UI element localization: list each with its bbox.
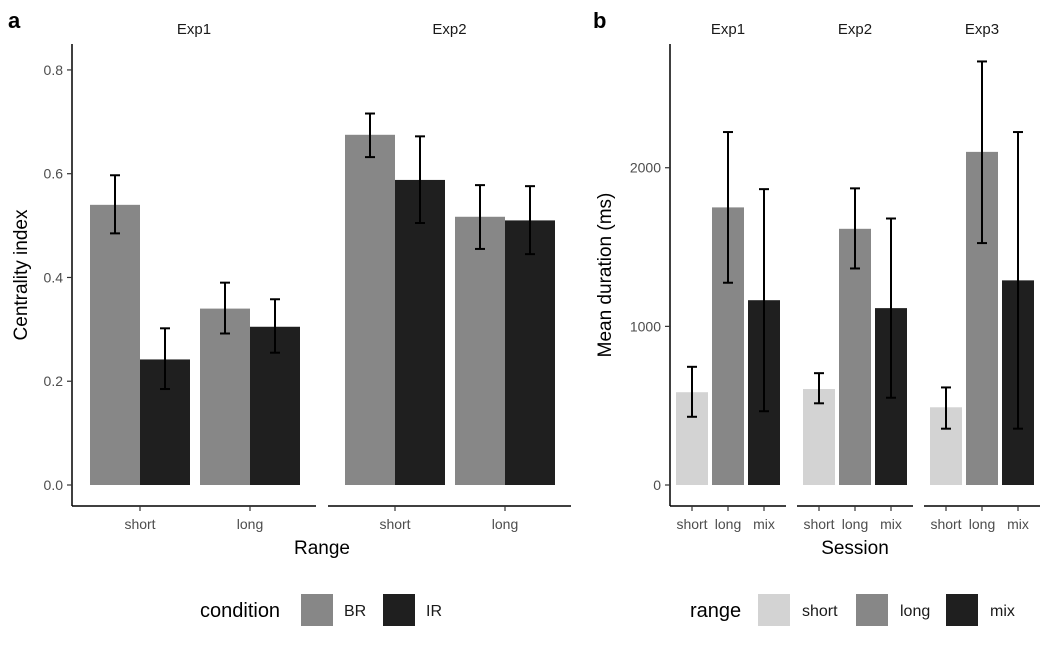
legend-label-IR: IR (426, 603, 442, 620)
y-tick-label-a: 0.0 (44, 477, 64, 493)
x-tick-label-a: long (492, 516, 518, 532)
bar-short (803, 389, 835, 485)
x-tick-label-b: mix (1007, 516, 1029, 532)
y-axis-title-a: Centrality index (11, 209, 32, 340)
error-bar-BR-short (110, 174, 120, 235)
y-tick-label-b: 1000 (630, 318, 661, 334)
error-bar-mix (759, 188, 769, 413)
legend-swatch-short (758, 594, 790, 626)
error-bar-short (814, 372, 824, 405)
facet-title: Exp1 (711, 21, 745, 38)
x-tick-label-b: mix (753, 516, 775, 532)
error-bar-long (977, 60, 987, 245)
x-tick-label-b: short (676, 516, 707, 532)
y-tick-label-b: 0 (653, 477, 661, 493)
error-bar-IR-long (525, 185, 535, 256)
error-bar-IR-long (270, 298, 280, 354)
bar-BR-short (345, 134, 395, 485)
bar-BR-long (200, 308, 250, 485)
legend-swatch-IR (383, 594, 415, 626)
panel-b: b 0 1000 2000 Mean duration (ms) Exp1 short lon… (593, 8, 1040, 626)
legend-label-BR: BR (344, 603, 366, 620)
x-axis-title-b: Session (821, 538, 889, 559)
facet-a-Exp2: Exp2 short long (328, 21, 571, 532)
y-tick-label-a: 0.4 (44, 269, 64, 285)
legend-swatch-BR (301, 594, 333, 626)
bar-long (839, 228, 871, 485)
error-bar-short (687, 365, 697, 418)
y-tick-label-a: 0.6 (44, 166, 64, 182)
x-tick-label-b: long (969, 516, 995, 532)
y-axis-title-b: Mean duration (ms) (595, 193, 616, 358)
x-tick-label-a: short (379, 516, 410, 532)
legend-title-b: range (690, 600, 741, 622)
y-tick-label-b: 2000 (630, 160, 661, 176)
facet-b-Exp1: Exp1 short long mix (670, 21, 786, 532)
facet-title: Exp2 (432, 21, 466, 38)
x-tick-label-b: mix (880, 516, 902, 532)
error-bar-IR-short (415, 135, 425, 224)
legend-swatch-mix (946, 594, 978, 626)
x-axis-title-a: Range (294, 538, 350, 559)
x-tick-label-b: long (842, 516, 868, 532)
legend-a: condition BR IR (200, 594, 442, 626)
error-bar-short (941, 386, 951, 430)
bar-BR-short (90, 204, 140, 485)
x-tick-label-a: short (124, 516, 155, 532)
panel-a: a 0.0 0.2 0.4 0.6 0.8 Centrality index Exp1 shor… (8, 8, 571, 626)
error-bar-long (723, 131, 733, 284)
legend-title-a: condition (200, 600, 280, 622)
legend-label-long: long (900, 603, 930, 620)
facet-b-Exp3: Exp3 short long mix (924, 21, 1040, 532)
error-bar-IR-short (160, 327, 170, 391)
error-bar-long (850, 187, 860, 270)
facet-title: Exp2 (838, 21, 872, 38)
error-bar-mix (1013, 131, 1023, 430)
facet-b-Exp2: Exp2 short long mix (797, 21, 913, 532)
panel-label-b: b (593, 8, 606, 33)
x-tick-label-a: long (237, 516, 263, 532)
facet-title: Exp1 (177, 21, 211, 38)
y-tick-label-a: 0.2 (44, 373, 64, 389)
bar-BR-long (455, 216, 505, 485)
x-tick-label-b: short (930, 516, 961, 532)
x-tick-label-b: short (803, 516, 834, 532)
y-tick-label-a: 0.8 (44, 62, 64, 78)
legend-label-short: short (802, 603, 838, 620)
error-bar-BR-long (475, 184, 485, 250)
legend-label-mix: mix (990, 603, 1015, 620)
legend-swatch-long (856, 594, 888, 626)
facet-title: Exp3 (965, 21, 999, 38)
panel-label-a: a (8, 8, 21, 33)
bar-IR-short (395, 179, 445, 485)
bar-IR-long (505, 220, 555, 485)
error-bar-BR-short (365, 112, 375, 159)
facet-a-Exp1: Exp1 short long (72, 21, 316, 532)
legend-b: range short long mix (690, 594, 1015, 626)
x-tick-label-b: long (715, 516, 741, 532)
error-bar-BR-long (220, 281, 230, 335)
error-bar-mix (886, 217, 896, 399)
